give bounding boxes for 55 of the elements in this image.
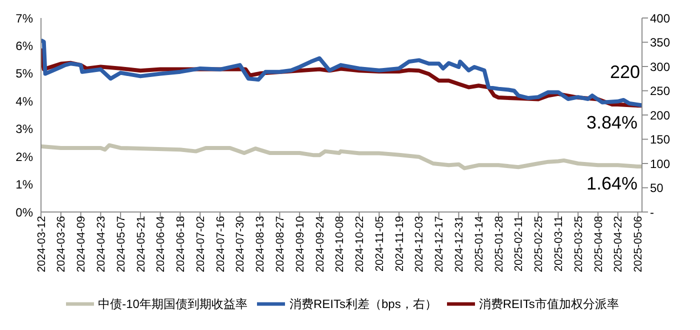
y2-tick-label: 250: [650, 84, 670, 98]
annotation: 1.64%: [586, 173, 638, 194]
y-tick-label: 1%: [16, 178, 34, 192]
x-tick-label: 2025-05-06: [632, 216, 645, 272]
x-tick-label: 2024-10-08: [334, 216, 346, 272]
y2-tick-label: -: [650, 205, 654, 220]
y-tick-label: 0%: [16, 205, 34, 220]
x-tick-label: 2024-03-26: [56, 216, 68, 272]
y2-tick-label: 150: [650, 132, 670, 147]
x-tick-label: 2024-04-23: [95, 216, 108, 272]
x-tick-label: 2024-07-16: [214, 216, 227, 272]
x-tick-label: 2024-10-22: [354, 216, 366, 272]
x-tick-label: 2024-07-30: [234, 216, 247, 272]
y-tick-label: 6%: [16, 38, 34, 53]
x-tick-label: 2024-07-02: [194, 216, 207, 272]
y2-tick-label: 50: [650, 181, 664, 196]
x-tick-label: 2024-05-07: [115, 216, 128, 272]
line-series: [41, 143, 642, 170]
x-tick-label: 2024-06-04: [155, 216, 168, 272]
x-tick-label: 2025-04-22: [612, 216, 625, 272]
x-tick-label: 2025-03-11: [552, 216, 565, 272]
x-tick-label: 2024-05-21: [135, 216, 148, 272]
x-tick-label: 2024-11-19: [394, 216, 406, 272]
x-tick-label: 2025-02-25: [533, 216, 546, 272]
x-tick-label: 2025-03-25: [572, 216, 585, 272]
legend-label: 消费REITs市值加权分派率: [478, 297, 619, 312]
legend-label: 消费REITs利差（bps，右）: [289, 297, 437, 312]
x-tick-label: 2024-12-31: [454, 216, 466, 272]
x-tick-label: 2024-08-13: [254, 216, 267, 272]
y-tick-label: 2%: [16, 150, 34, 164]
x-tick-label: 2025-04-08: [592, 216, 605, 272]
x-tick-label: 2024-12-03: [414, 216, 426, 272]
x-tick-label: 2025-02-11: [513, 216, 526, 272]
annotation: 3.84%: [586, 112, 638, 132]
annotation: 220: [610, 62, 640, 83]
y-tick-label: 3%: [16, 122, 34, 136]
y-tick-label: 5%: [16, 66, 34, 81]
x-tick-label: 2024-03-12: [36, 216, 48, 272]
x-tick-label: 2024-08-27: [274, 216, 287, 272]
x-tick-label: 2025-01-14: [473, 216, 486, 272]
y2-tick-label: 100: [650, 156, 670, 171]
y-tick-label: 4%: [16, 94, 34, 108]
x-tick-label: 2024-04-09: [76, 216, 88, 272]
x-tick-label: 2025-01-28: [493, 216, 506, 272]
x-tick-label: 2024-09-10: [294, 216, 306, 272]
x-tick-label: 2024-12-17: [434, 216, 446, 272]
legend-label: 中债-10年期国债到期收益率: [98, 297, 248, 312]
x-tick-label: 2024-06-18: [175, 216, 188, 272]
y-tick-label: 7%: [16, 11, 34, 26]
x-tick-label: 2024-09-24: [314, 216, 326, 272]
x-tick-label: 2024-11-05: [374, 216, 386, 272]
y2-tick-label: 350: [650, 36, 670, 50]
y2-tick-label: 400: [650, 11, 670, 26]
y2-tick-label: 300: [650, 60, 670, 74]
y2-tick-label: 200: [650, 108, 670, 122]
